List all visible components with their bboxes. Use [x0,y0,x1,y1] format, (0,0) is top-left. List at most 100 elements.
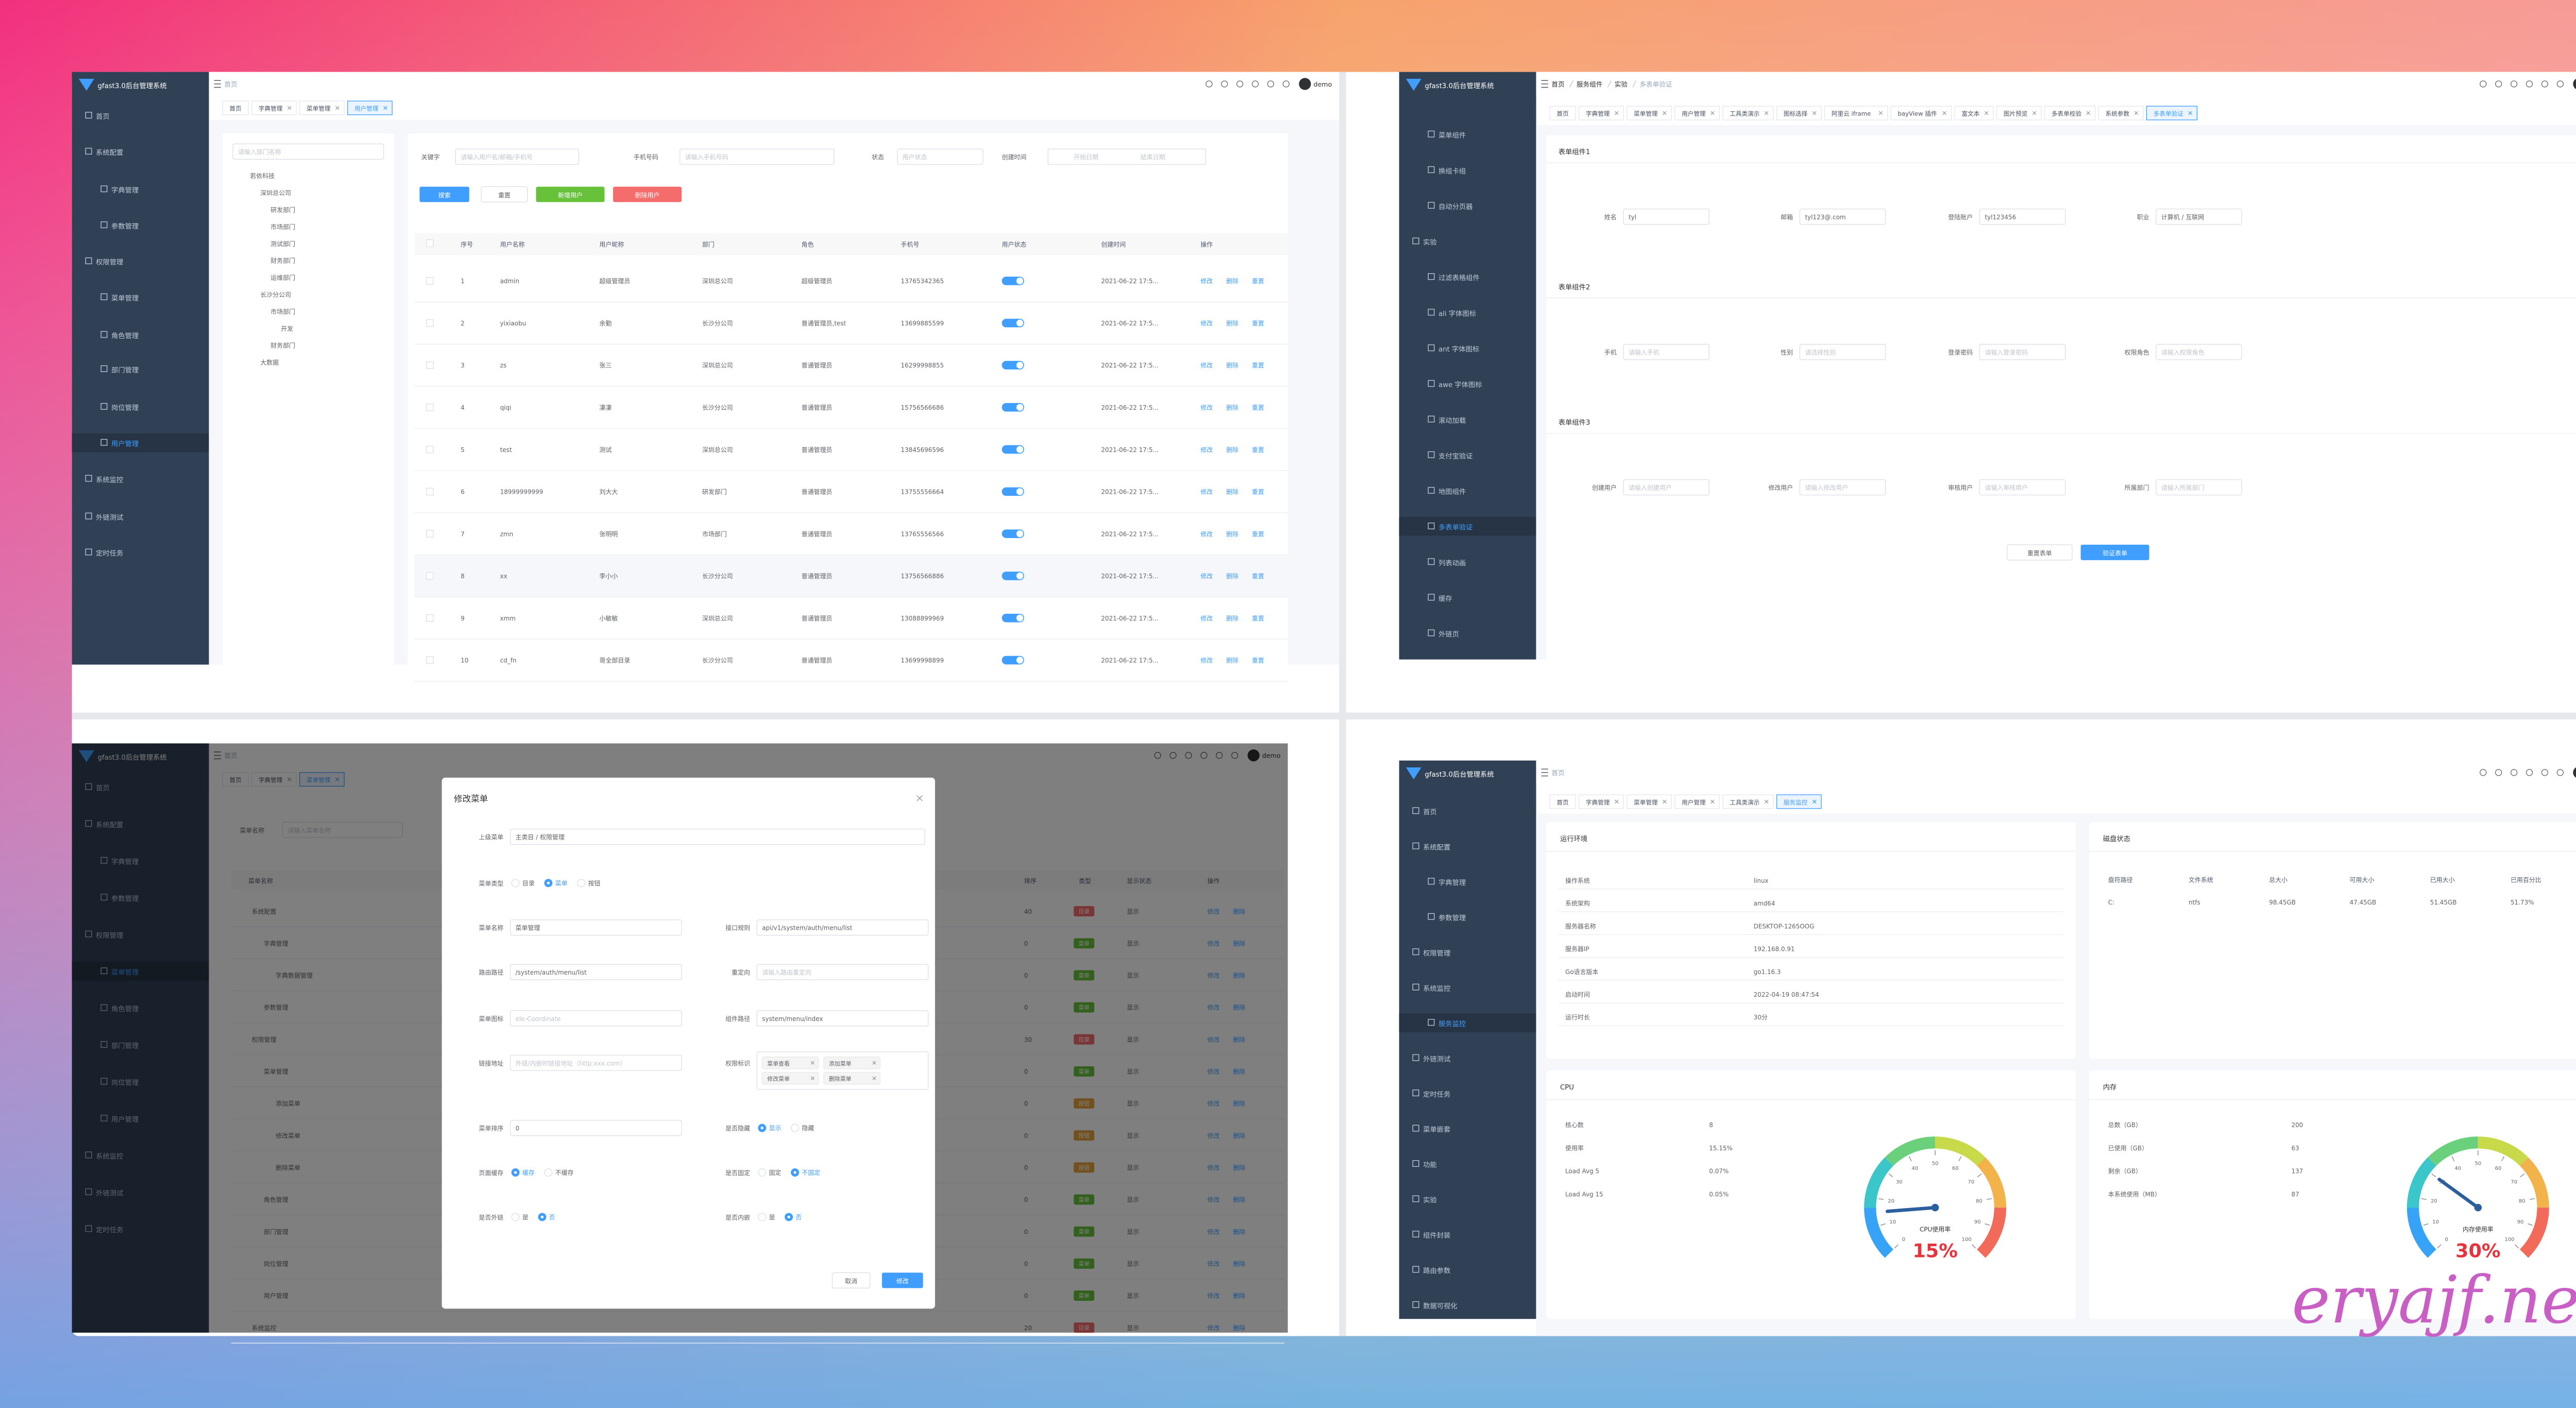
action-link[interactable]: 重置 [1252,615,1264,622]
input[interactable] [510,1119,682,1136]
menu-item[interactable]: 外链测试 [96,513,123,522]
input[interactable] [510,828,925,845]
tab[interactable] [1890,106,1952,121]
tab[interactable] [251,100,297,115]
checkbox[interactable] [426,239,434,247]
tab-label[interactable]: 首页 [1556,110,1568,118]
menu-item[interactable]: 换组卡组 [1438,167,1466,175]
menu-item[interactable]: ali 字体图标 [1438,310,1476,318]
menu-item[interactable]: 过滤表格组件 [1438,274,1480,282]
tab-label[interactable]: bayView 插件 [1898,110,1937,118]
action-link[interactable]: 删除 [1226,572,1239,580]
tab-label[interactable]: 首页 [229,105,241,112]
tab[interactable] [299,100,345,115]
menu-item[interactable]: 地图组件 [1438,488,1466,496]
user-name[interactable]: demo [1313,80,1332,88]
menu-item[interactable]: 自动分页器 [1438,203,1472,211]
input[interactable] [1623,208,1709,225]
date-range[interactable] [1047,148,1206,165]
action-link[interactable]: 修改 [1200,572,1213,580]
checkbox[interactable] [426,614,434,622]
action-link[interactable]: 重置 [1252,278,1264,285]
tab[interactable] [1776,106,1822,121]
action-link[interactable]: 修改 [1200,657,1213,664]
menu-item[interactable]: 支付宝验证 [1438,452,1472,460]
button[interactable] [2007,544,2073,561]
tab-label[interactable]: 工具类演示 [1730,799,1759,806]
menu-item[interactable]: 定时任务 [96,549,123,558]
button[interactable] [536,187,605,203]
tree-node[interactable]: 财务部门 [270,257,295,264]
tab[interactable] [1626,106,1672,121]
tree-node[interactable]: 运维部门 [270,274,295,281]
menu-item[interactable]: 多表单验证 [1438,523,1472,532]
radio-label[interactable]: 否 [549,1214,555,1221]
menu-item[interactable]: 参数管理 [111,222,139,230]
menu-item[interactable]: 列表动画 [1438,559,1466,567]
menu-item[interactable]: 定时任务 [1423,1091,1450,1099]
tab-label[interactable]: 首页 [1556,799,1568,806]
menu-item[interactable]: 首页 [1423,808,1437,816]
input[interactable] [2156,344,2242,360]
action-link[interactable]: 修改 [1200,614,1213,622]
button-label[interactable]: 验证表单 [2103,549,2127,557]
menu-item[interactable]: 首页 [96,113,110,121]
button[interactable] [613,187,682,203]
menu-item[interactable]: 角色管理 [111,331,139,340]
action-link[interactable]: 重置 [1252,489,1264,496]
tab-label[interactable]: 富文本 [1961,110,1979,118]
tab[interactable] [1824,106,1888,121]
tree-node[interactable]: 测试部门 [270,240,295,247]
button-label[interactable]: 取消 [845,1278,857,1285]
input[interactable] [2156,479,2242,496]
button[interactable] [2080,544,2149,560]
tab[interactable] [1549,106,1576,121]
menu-item[interactable]: 部门管理 [111,366,139,375]
menu-item[interactable]: 服务监控 [1438,1020,1466,1028]
tree-node[interactable]: 深圳总公司 [260,190,291,197]
tab[interactable] [1776,794,1822,809]
menu-item[interactable]: 外链测试 [1423,1055,1450,1063]
tab-label[interactable]: 字典管理 [1586,110,1610,118]
menu-item[interactable]: 权限管理 [1423,949,1450,958]
menu-item[interactable]: 字典管理 [1438,879,1466,887]
checkbox[interactable] [426,361,434,369]
tab-label[interactable]: 菜单管理 [1634,799,1658,806]
menu-item[interactable]: 菜单组件 [1438,131,1466,140]
menu-item[interactable]: 外链页 [1438,630,1459,639]
input[interactable] [756,964,929,980]
radio-label[interactable]: 否 [795,1214,802,1221]
menu-item[interactable]: 系统配置 [1423,844,1450,852]
tree-node[interactable]: 研发部门 [270,206,295,213]
button[interactable] [481,186,528,203]
input[interactable] [679,148,835,165]
tab[interactable] [2098,106,2144,121]
action-link[interactable]: 删除 [1226,404,1239,411]
checkbox[interactable] [426,404,434,411]
menu-item[interactable]: 岗位管理 [111,404,139,412]
button-label[interactable]: 删除用户 [635,191,660,199]
button-label[interactable]: 修改 [896,1277,909,1285]
tab-label[interactable]: 服务监控 [1784,799,1808,806]
radio-label[interactable]: 缓存 [522,1169,535,1177]
tab-label[interactable]: 工具类演示 [1730,110,1759,118]
tab[interactable] [1674,794,1720,809]
radio-label[interactable]: 不固定 [802,1169,820,1177]
input[interactable] [1799,479,1886,496]
input[interactable] [1979,479,2066,496]
menu-item[interactable]: awe 字体图标 [1438,381,1482,389]
tab-label[interactable]: 阿里云 iframe [1832,110,1871,118]
menu-item[interactable]: 参数管理 [1438,913,1466,922]
menu-item[interactable]: 实验 [1423,1196,1437,1204]
action-link[interactable]: 重置 [1252,446,1264,454]
radio-label[interactable]: 固定 [769,1169,781,1177]
tree-node[interactable]: 若依科技 [250,172,275,180]
tab-label[interactable]: 菜单管理 [1634,110,1658,118]
input[interactable] [510,964,682,980]
action-link[interactable]: 修改 [1200,446,1213,454]
tab[interactable] [1579,794,1624,809]
tab-label[interactable]: 多表单验证 [2154,110,2184,118]
input[interactable] [455,148,580,165]
tab[interactable] [1674,106,1720,121]
menu-item[interactable]: 数据可视化 [1423,1302,1457,1311]
